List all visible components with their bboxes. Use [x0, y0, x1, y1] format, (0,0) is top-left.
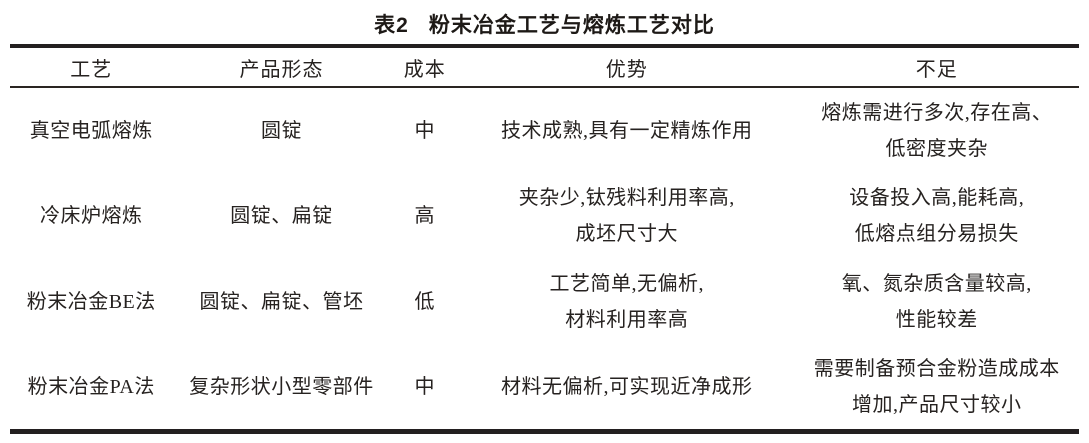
cell-form: 圆锭 — [261, 119, 303, 142]
header-row: 工艺 产品形态 成本 优势 不足 — [10, 46, 1079, 88]
cell-cost: 中 — [414, 119, 435, 142]
cell-advantages: 夹杂少,钛残料利用率高, 成坯尺寸大 — [518, 187, 735, 245]
cell-drawbacks: 熔炼需进行多次,存在高、 低密度夹杂 — [821, 101, 1053, 160]
cell-process: 真空电弧熔炼 — [29, 119, 153, 142]
column-header-advantages: 优势 — [458, 46, 795, 88]
column-header-cost: 成本 — [390, 46, 459, 88]
cell-cost: 高 — [414, 205, 435, 227]
cell-form: 圆锭、扁锭 — [230, 205, 333, 227]
cell-form: 圆锭、扁锭、管坯 — [199, 291, 364, 313]
cell-advantages: 技术成熟,具有一定精炼作用 — [501, 119, 753, 142]
comparison-table: 工艺 产品形态 成本 优势 不足 真空电弧熔炼 圆锭 中 技术成熟,具有一定精炼… — [10, 44, 1079, 434]
cell-cost: 低 — [414, 291, 435, 313]
table-title: 表2 粉末冶金工艺与熔炼工艺对比 — [0, 0, 1089, 44]
cell-advantages: 材料无偏析,可实现近净成形 — [501, 375, 753, 398]
table-row: 真空电弧熔炼 圆锭 中 技术成熟,具有一定精炼作用 熔炼需进行多次,存在高、 低… — [10, 87, 1079, 173]
cell-process: 冷床炉熔炼 — [39, 205, 143, 227]
cell-process: 粉末冶金BE法 — [26, 291, 156, 313]
cell-advantages: 工艺简单,无偏析, 材料利用率高 — [549, 273, 705, 331]
table-number: 表2 — [374, 14, 409, 37]
table-row: 冷床炉熔炼 圆锭、扁锭 高 夹杂少,钛残料利用率高, 成坯尺寸大 设备投入高,能… — [10, 173, 1079, 259]
cell-form: 复杂形状小型零部件 — [189, 375, 374, 398]
cell-drawbacks: 需要制备预合金粉造成成本 增加,产品尺寸较小 — [813, 357, 1060, 416]
cell-drawbacks: 设备投入高,能耗高, 低熔点组分易损失 — [849, 187, 1025, 245]
table-row: 粉末冶金BE法 圆锭、扁锭、管坯 低 工艺简单,无偏析, 材料利用率高 氧、氮杂… — [10, 259, 1079, 345]
table-title-text: 粉末冶金工艺与熔炼工艺对比 — [428, 14, 715, 37]
column-header-drawbacks: 不足 — [794, 46, 1079, 88]
cell-cost: 中 — [414, 375, 435, 398]
cell-process: 粉末冶金PA法 — [27, 375, 155, 398]
table-row: 粉末冶金PA法 复杂形状小型零部件 中 材料无偏析,可实现近净成形 需要制备预合… — [10, 345, 1079, 431]
column-header-process: 工艺 — [10, 46, 173, 88]
column-header-form: 产品形态 — [172, 46, 391, 88]
cell-drawbacks: 氧、氮杂质含量较高, 性能较差 — [841, 273, 1032, 331]
